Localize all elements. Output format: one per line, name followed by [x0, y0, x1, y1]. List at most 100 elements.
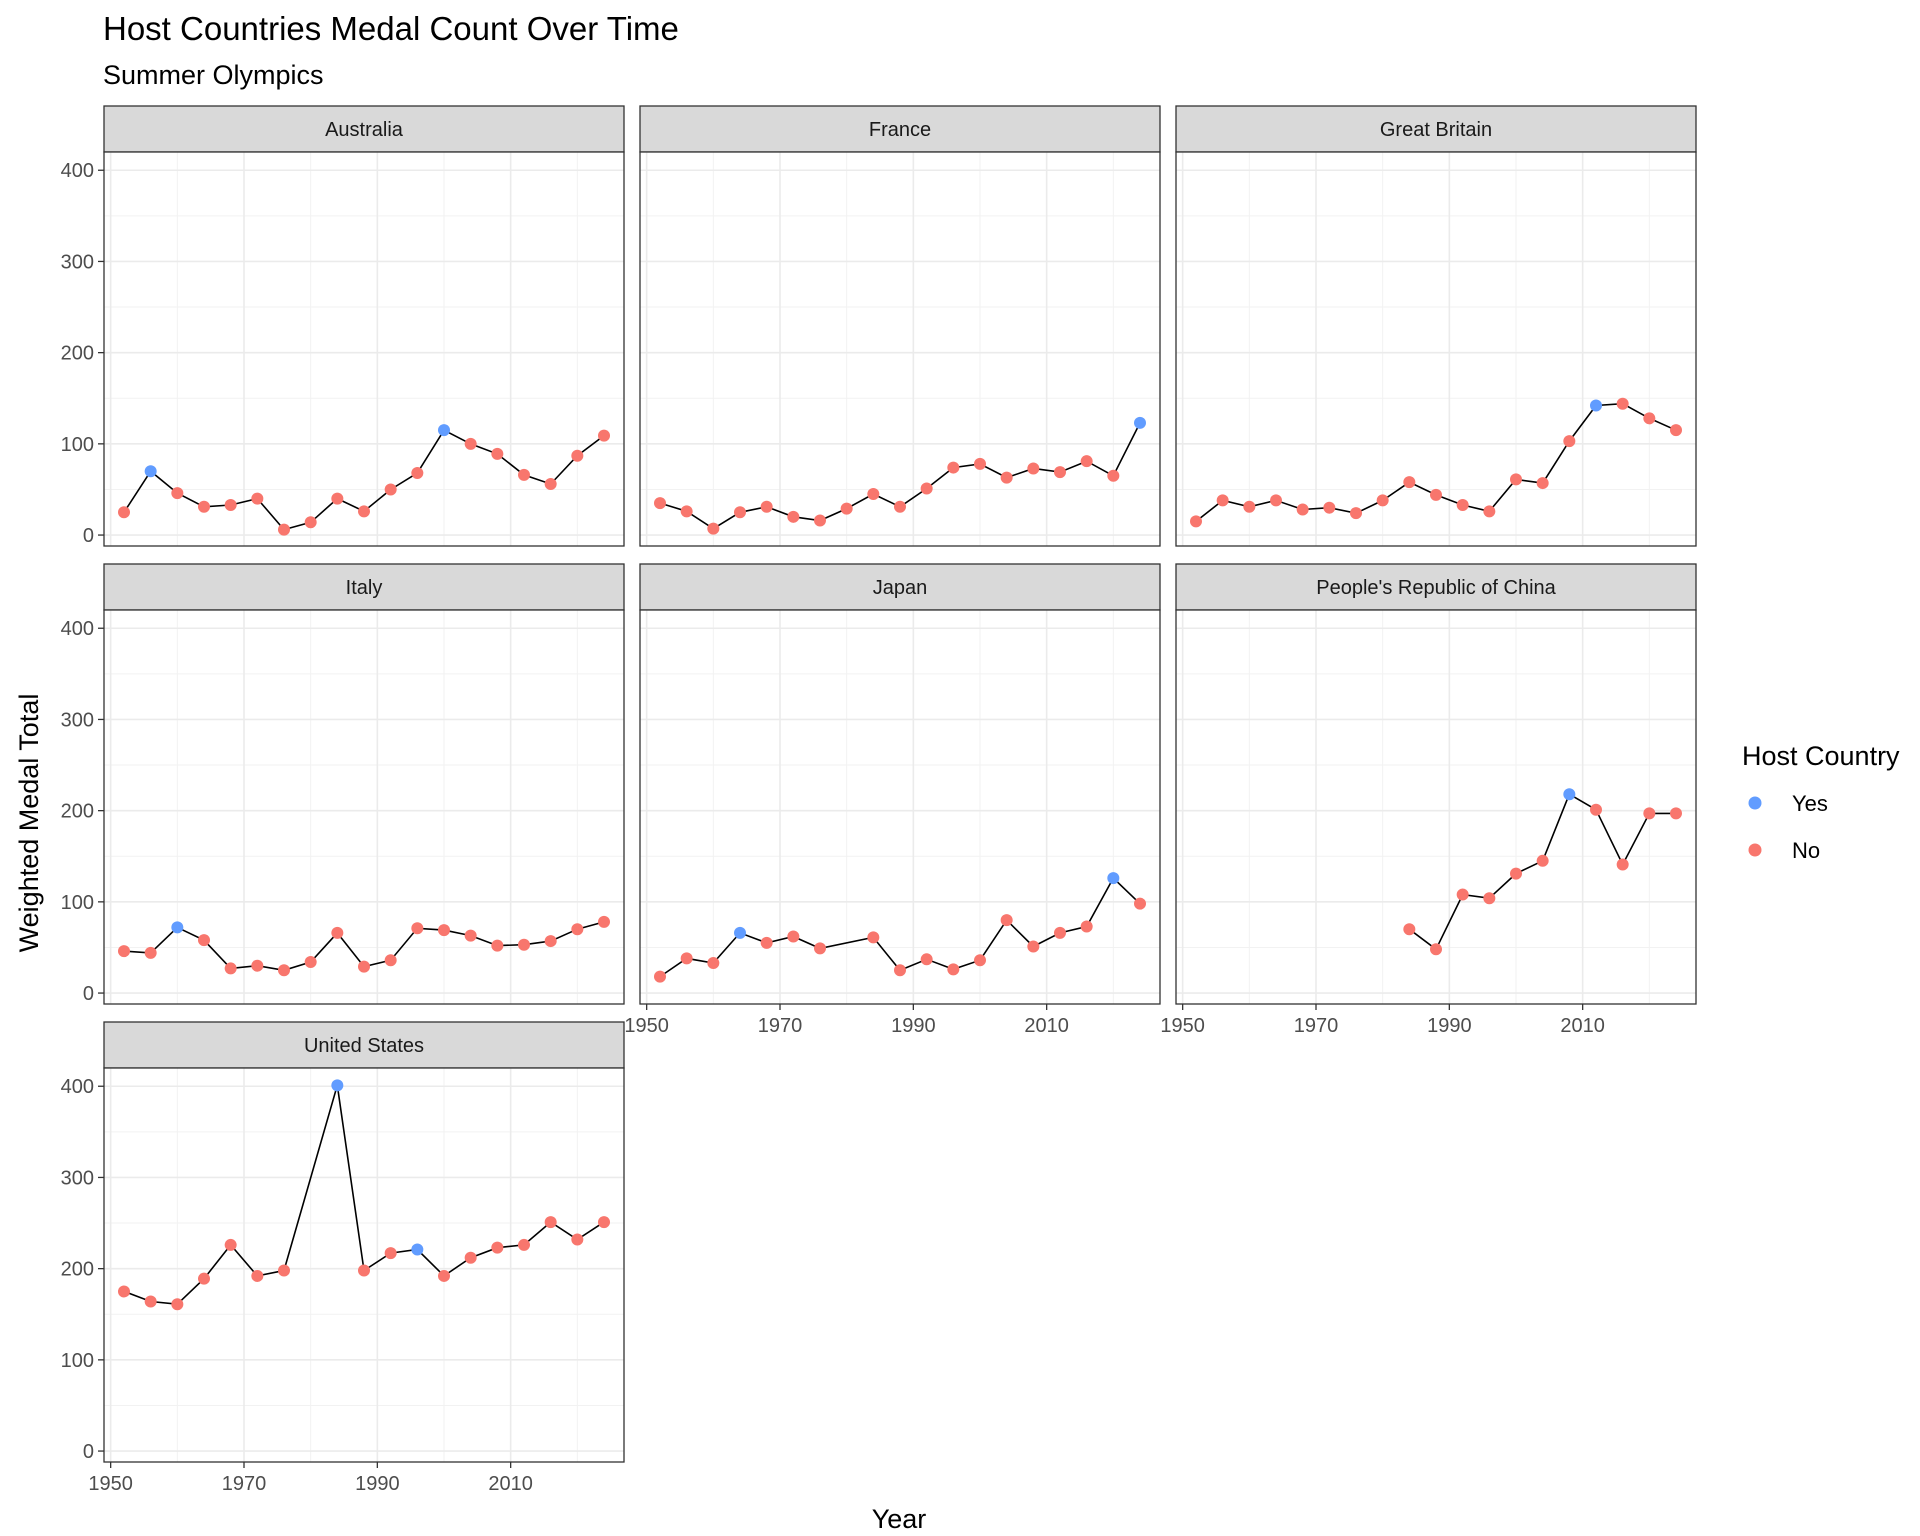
data-point: [278, 523, 290, 536]
facet-label: Japan: [873, 577, 928, 599]
data-point: [171, 487, 184, 500]
data-point: [1456, 888, 1469, 901]
data-point: [894, 500, 906, 513]
data-point-host: [144, 465, 157, 478]
x-tick-label: 1950: [88, 1473, 133, 1495]
data-point: [198, 500, 210, 513]
data-point: [1483, 505, 1496, 518]
data-point: [1080, 455, 1093, 468]
chart-title: Host Countries Medal Count Over Time: [103, 10, 679, 47]
data-point: [1296, 503, 1309, 516]
data-point: [974, 954, 986, 967]
panel-border: [103, 609, 625, 1005]
legend-key-no: [1748, 843, 1762, 857]
y-tick-label: 0: [83, 983, 94, 1005]
y-tick-label: 300: [61, 1167, 94, 1189]
data-point: [544, 477, 557, 490]
facet-france: France: [639, 105, 1161, 547]
facet-united-states: United States 0 100 200 300 400 1950 1970 1990 20…: [61, 1021, 625, 1495]
facet-label: Great Britain: [1380, 119, 1492, 141]
data-point: [438, 924, 450, 937]
data-point: [491, 1241, 504, 1254]
data-point: [384, 483, 397, 496]
data-point: [571, 1233, 584, 1246]
data-point: [1027, 940, 1040, 953]
data-point: [251, 1269, 264, 1282]
facet-japan: Japan 1950 1970 1990 2010: [624, 563, 1161, 1037]
x-tick-label: 1950: [624, 1015, 669, 1037]
y-tick-label: 100: [61, 434, 94, 456]
chart-subtitle: Summer Olympics: [103, 60, 324, 90]
x-tick-label: 1990: [891, 1015, 936, 1037]
data-point: [974, 457, 986, 470]
data-point-host: [1563, 788, 1576, 801]
panel-background: [640, 610, 1160, 1004]
data-point-host: [1134, 416, 1146, 429]
facet-australia: Australia 0 100 200 300 400: [61, 105, 625, 547]
data-point: [278, 964, 290, 977]
data-point: [251, 492, 264, 505]
data-point: [464, 929, 477, 942]
data-point: [438, 1269, 450, 1282]
data-point-host: [411, 1243, 424, 1256]
data-point: [491, 939, 504, 952]
data-point: [814, 942, 826, 955]
y-tick-label: 200: [61, 1259, 94, 1281]
data-point: [144, 1295, 157, 1308]
facet-panels: Australia 0 100 200 300 400 France Great Britai…: [61, 105, 1697, 1495]
data-point-host: [1107, 872, 1120, 885]
panel-border: [1175, 151, 1697, 547]
data-point: [1350, 507, 1362, 520]
data-point: [707, 522, 720, 535]
legend: Host Country Yes No: [1742, 741, 1900, 863]
panel-background: [104, 610, 624, 1004]
x-tick-label: 2010: [1024, 1015, 1069, 1037]
data-point: [1643, 412, 1656, 425]
data-point-host: [734, 926, 746, 939]
data-point: [331, 492, 344, 505]
data-point: [171, 1298, 184, 1311]
panel-background: [640, 152, 1160, 546]
data-point: [920, 953, 933, 966]
data-point: [1216, 494, 1229, 507]
data-point: [1190, 515, 1202, 528]
legend-label-no: No: [1792, 838, 1820, 863]
data-point: [224, 1238, 237, 1251]
data-point: [1323, 501, 1336, 514]
panel-background: [104, 152, 624, 546]
data-point: [1430, 943, 1442, 956]
x-tick-label: 1970: [758, 1015, 803, 1037]
facet-strip: [1175, 563, 1697, 611]
data-point: [384, 954, 397, 967]
data-point: [358, 960, 370, 973]
panel-border: [103, 151, 625, 547]
panel-background: [1176, 152, 1696, 546]
data-point: [411, 467, 424, 480]
y-tick-label: 100: [61, 1350, 94, 1372]
x-tick-label: 2010: [1560, 1015, 1605, 1037]
data-point: [1080, 920, 1093, 933]
data-point: [867, 488, 880, 501]
data-point: [1510, 867, 1522, 880]
data-point: [198, 1272, 210, 1285]
facet-great-britain: Great Britain: [1175, 105, 1697, 547]
legend-key-yes: [1748, 796, 1762, 810]
data-point: [1643, 807, 1656, 820]
data-point: [544, 935, 557, 948]
data-point: [251, 959, 264, 972]
data-point: [680, 952, 693, 965]
data-point: [1054, 926, 1066, 939]
x-tick-label: 1970: [1294, 1015, 1339, 1037]
x-tick-label: 1990: [355, 1473, 400, 1495]
data-point: [1670, 807, 1682, 820]
data-point: [680, 505, 693, 518]
data-point: [707, 956, 720, 969]
data-point: [224, 962, 237, 975]
facet-label: United States: [304, 1035, 424, 1057]
x-tick-label: 2010: [488, 1473, 533, 1495]
data-point-host: [331, 1079, 344, 1092]
y-tick-label: 200: [61, 343, 94, 365]
data-point-host: [438, 424, 450, 437]
data-point: [304, 516, 317, 529]
data-point: [571, 449, 584, 462]
